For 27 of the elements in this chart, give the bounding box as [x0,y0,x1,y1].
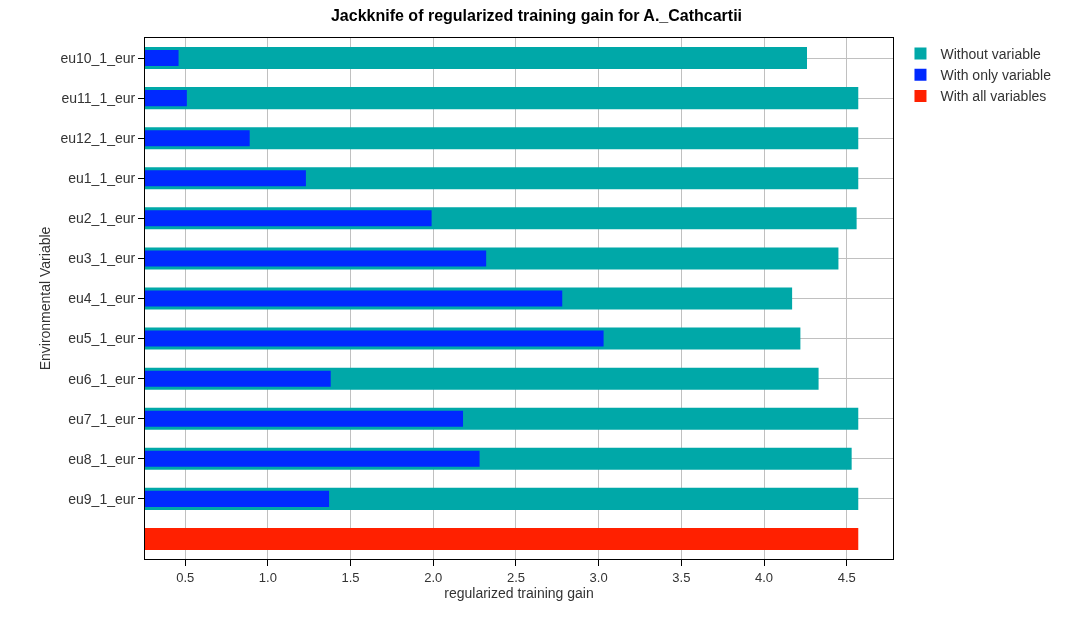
x-tick-label: 3.0 [589,569,608,585]
y-tick-label: eu2_1_eur [68,210,136,227]
y-tick-label: eu12_1_eur [60,130,136,147]
y-axis-title: Environmental Variable [37,226,54,371]
legend-label: With all variables [940,88,1047,105]
legend-label: Without variable [940,46,1042,63]
x-tick-label: 1.5 [341,569,360,585]
x-tick-label: 4.0 [754,569,774,585]
y-tick-label: eu6_1_eur [68,370,136,387]
legend-label: With only variable [940,67,1052,84]
chart-title: Jackknife of regularized training gain for A._Cathcartii [330,6,743,24]
y-tick-label: eu11_1_eur [61,90,136,107]
x-tick-label: 2.0 [424,569,443,585]
x-tick-label: 0.5 [176,569,195,585]
x-tick-label: 2.5 [506,569,525,585]
y-tick-label: eu1_1_eur [68,170,136,187]
y-tick-label: eu8_1_eur [68,450,136,467]
y-tick-label: eu3_1_eur [68,250,136,267]
y-tick-label: eu5_1_eur [68,330,136,347]
y-tick-label: eu7_1_eur [68,410,136,427]
y-tick-label: eu10_1_eur [60,49,136,66]
y-tick-label: eu4_1_eur [68,290,136,307]
x-tick-label: 1.0 [258,569,277,585]
y-tick-label: eu9_1_eur [68,490,136,507]
x-tick-label: 3.5 [672,569,691,585]
x-axis-title: regularized training gain [444,584,594,601]
x-tick-label: 4.5 [837,569,856,585]
